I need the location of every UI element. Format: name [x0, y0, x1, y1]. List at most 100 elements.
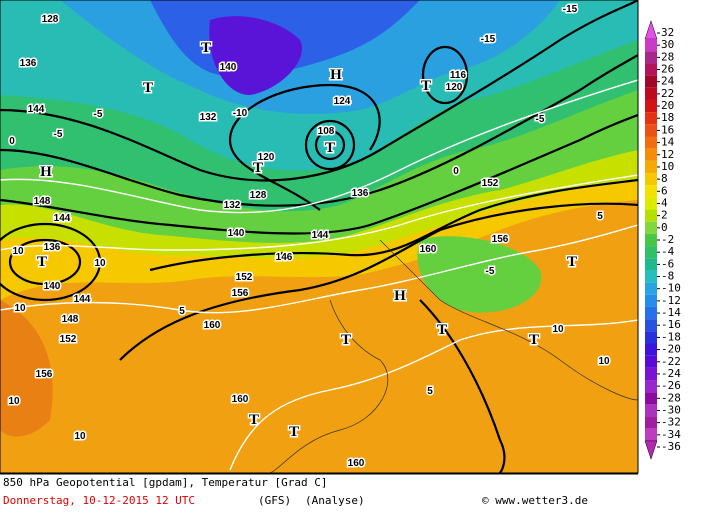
- footer-credit: © www.wetter3.de: [482, 494, 588, 507]
- map-label: T: [253, 160, 263, 176]
- map-label: 120: [446, 82, 463, 93]
- map-label: 128: [250, 190, 267, 201]
- colorbar-label: 0: [661, 221, 668, 234]
- colorbar-band: [645, 331, 657, 344]
- map-label: 10: [552, 324, 564, 335]
- map-label: 128: [42, 14, 59, 25]
- colorbar-band: [645, 39, 657, 52]
- map-label: 140: [44, 281, 61, 292]
- footer-model: (GFS): [258, 494, 291, 507]
- colorbar-label: -14: [661, 306, 681, 319]
- map-label: T: [437, 322, 447, 338]
- colorbar-band: [645, 51, 657, 64]
- map-label: 10: [74, 431, 86, 442]
- map-label: 136: [352, 188, 369, 199]
- colorbar-band: [645, 173, 657, 186]
- colorbar-band: [645, 416, 657, 429]
- colorbar-band: [644, 440, 658, 460]
- colorbar-label: 30: [661, 38, 674, 51]
- colorbar-band: [645, 246, 657, 259]
- colorbar-band: [645, 428, 657, 441]
- colorbar-label: 12: [661, 148, 674, 161]
- colorbar-band: [645, 197, 657, 210]
- map-label: 148: [62, 314, 79, 325]
- colorbar-band: [645, 367, 657, 381]
- map-label: 140: [220, 62, 237, 73]
- colorbar-band: [644, 20, 658, 40]
- colorbar-band: [645, 343, 657, 356]
- colorbar-label: -10: [661, 282, 681, 295]
- map-label: 120: [258, 152, 275, 163]
- colorbar-label: -26: [661, 379, 681, 392]
- map-label: -5: [486, 266, 495, 277]
- map-label: 132: [224, 200, 241, 211]
- map-label: 10: [94, 258, 106, 269]
- footer-kind: (Analyse): [305, 494, 365, 507]
- colorbar-label: -32: [661, 416, 681, 429]
- colorbar-band: [645, 294, 657, 307]
- map-label: 5: [179, 306, 185, 317]
- map-label: 132: [200, 112, 217, 123]
- map-label: -15: [481, 34, 496, 45]
- map-label: T: [325, 140, 335, 156]
- colorbar-label: 18: [661, 111, 674, 124]
- map-label: 160: [420, 244, 437, 255]
- map-label: 156: [232, 288, 249, 299]
- map-label: -5: [94, 109, 103, 120]
- colorbar-band: [645, 221, 657, 234]
- colorbar-label: -22: [661, 355, 681, 368]
- map-label: -5: [536, 114, 545, 125]
- map-label: 144: [54, 213, 71, 224]
- temperature-isolines: [0, 79, 638, 471]
- map-label: 10: [8, 396, 20, 407]
- map-label: 5: [427, 386, 433, 397]
- colorbar-label: 32: [661, 26, 674, 39]
- map-label: T: [421, 78, 431, 94]
- map-label: H: [330, 67, 342, 83]
- map-label: -5: [54, 129, 63, 140]
- colorbar-band: [645, 87, 657, 100]
- colorbar-band: [645, 136, 657, 149]
- colorbar-band: [645, 306, 657, 320]
- colorbar-label: -20: [661, 343, 681, 356]
- colorbar-band: [645, 380, 657, 393]
- colorbar-label: 16: [661, 123, 674, 136]
- colorbar-label: 26: [661, 63, 674, 76]
- map-frame: [0, 0, 639, 474]
- colorbar-band: [645, 63, 657, 76]
- colorbar: 32302826242220181614121086420-2-4-6-8-10…: [644, 20, 681, 460]
- map-label: -15: [563, 4, 578, 15]
- colorbar-band: [645, 355, 657, 368]
- map-label: 108: [318, 126, 335, 137]
- colorbar-label: 28: [661, 50, 674, 63]
- colorbar-label: -18: [661, 330, 681, 343]
- map-label: 160: [204, 320, 221, 331]
- colorbar-band: [645, 392, 657, 405]
- map-label: 160: [232, 394, 249, 405]
- map-label: 152: [482, 178, 499, 189]
- colorbar-band: [645, 75, 657, 88]
- footer: 850 hPa Geopotential [gpdam], Temperatur…: [0, 473, 638, 507]
- map-field: 128136144H148144T13610101441401481521015…: [0, 0, 638, 473]
- colorbar-band: [645, 258, 657, 271]
- map-label: T: [249, 412, 259, 428]
- map-label: 5: [597, 211, 603, 222]
- footer-title: 850 hPa Geopotential [gpdam], Temperatur…: [3, 476, 328, 489]
- colorbar-label: -12: [661, 294, 681, 307]
- colorbar-band: [645, 282, 657, 295]
- map-label: 160: [348, 458, 365, 469]
- map-label: 156: [492, 234, 509, 245]
- map-label: 144: [312, 230, 329, 241]
- map-label: 124: [334, 96, 351, 107]
- colorbar-band: [645, 160, 657, 174]
- colorbar-label: 4: [661, 196, 668, 209]
- map-label: 136: [20, 58, 37, 69]
- map-label: 136: [44, 242, 61, 253]
- map-label: T: [529, 332, 539, 348]
- geopotential-contours: [0, 0, 638, 473]
- map-label: T: [37, 254, 47, 270]
- map-label: T: [201, 40, 211, 56]
- map-label: H: [394, 288, 406, 304]
- colorbar-label: 8: [661, 172, 668, 185]
- colorbar-band: [645, 270, 657, 283]
